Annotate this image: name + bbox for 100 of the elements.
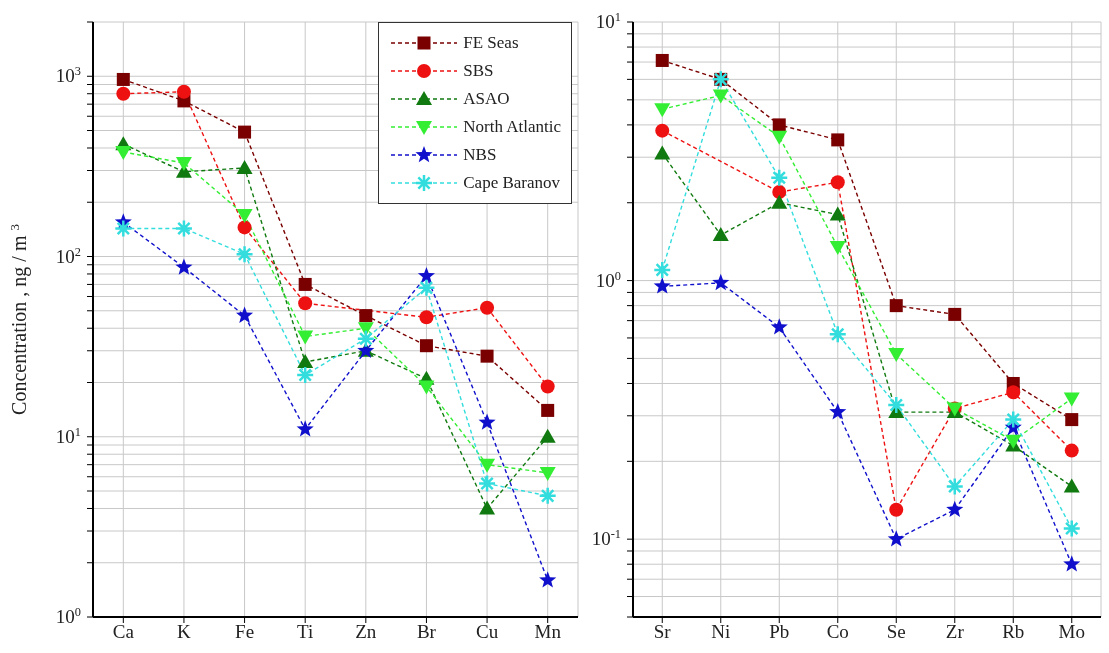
point: [831, 133, 845, 147]
point: [712, 227, 729, 242]
point: [115, 146, 132, 160]
point: [235, 244, 254, 264]
point: [418, 380, 435, 395]
point: [1004, 410, 1023, 429]
point: [654, 145, 671, 160]
x-tick-label: Cu: [475, 621, 499, 643]
point: [238, 125, 252, 139]
point: [541, 403, 555, 417]
x-tick-label: Mo: [1058, 621, 1085, 643]
point: [417, 278, 436, 298]
point: [829, 240, 846, 255]
x-tick-label: Fe: [235, 621, 255, 643]
legend-label: ASAO: [463, 89, 510, 108]
point: [887, 395, 906, 415]
point: [712, 89, 729, 104]
point: [828, 325, 847, 344]
y-tick-label: 10$^{1}$: [595, 10, 621, 32]
x-tick-label: K: [177, 621, 192, 643]
point: [237, 220, 252, 235]
point: [889, 299, 903, 313]
point: [655, 123, 670, 138]
point: [946, 500, 964, 517]
point: [889, 502, 904, 517]
point: [945, 477, 964, 496]
point: [236, 159, 253, 174]
point: [477, 474, 497, 493]
point: [1064, 443, 1079, 458]
point: [830, 175, 845, 190]
x-tick-label: Zn: [355, 621, 377, 643]
point: [829, 403, 847, 420]
point: [772, 118, 786, 132]
x-tick-label: Co: [826, 621, 849, 643]
point: [114, 219, 133, 238]
point: [116, 72, 130, 86]
point: [654, 103, 671, 118]
point: [417, 266, 435, 284]
point: [540, 379, 555, 394]
x-tick-label: Zr: [945, 621, 965, 643]
point: [539, 428, 556, 443]
y-tick-label: 10$^{3}$: [55, 64, 81, 87]
legend-label: Cape Baranov: [463, 173, 561, 192]
x-tick-label: Se: [886, 621, 906, 643]
x-tick-label: Ti: [297, 621, 314, 643]
point: [298, 296, 313, 311]
x-tick-label: Pb: [769, 621, 790, 643]
legend-label: NBS: [463, 145, 497, 164]
point: [357, 322, 374, 337]
point: [653, 260, 672, 280]
point: [1063, 555, 1081, 572]
point: [236, 208, 253, 223]
point: [1063, 478, 1080, 493]
y-tick-label: 10$^{0}$: [595, 268, 621, 291]
legend-label: North Atlantic: [463, 117, 561, 136]
point: [419, 339, 433, 353]
point: [175, 258, 193, 275]
point: [1006, 385, 1021, 400]
point: [829, 206, 846, 221]
point: [116, 86, 131, 101]
y-tick-label: 10$^{0}$: [55, 605, 81, 627]
point: [356, 329, 376, 348]
y-tick-label: 10$^{-1}$: [591, 527, 621, 550]
point: [419, 310, 434, 325]
point: [653, 277, 671, 294]
x-tick-label: Br: [416, 621, 437, 643]
point: [538, 486, 557, 506]
point: [236, 306, 254, 323]
point: [479, 458, 496, 473]
point: [480, 349, 494, 363]
point: [771, 194, 788, 209]
x-tick-label: Ca: [112, 621, 135, 643]
point: [298, 277, 312, 291]
point: [539, 571, 557, 588]
point: [297, 330, 314, 345]
legend-label: FE Seas: [463, 33, 519, 52]
x-tick-label: Ni: [711, 621, 731, 643]
point: [480, 300, 495, 315]
point: [1065, 413, 1079, 427]
x-tick-label: Rb: [1002, 621, 1025, 643]
point: [539, 466, 556, 481]
point: [479, 500, 496, 515]
point: [1062, 519, 1081, 538]
point: [1063, 392, 1080, 407]
point: [655, 53, 669, 67]
y-tick-label: 10$^{1}$: [55, 424, 81, 447]
point: [176, 84, 191, 99]
point: [295, 365, 315, 385]
point: [297, 353, 314, 368]
point: [174, 219, 194, 238]
point: [296, 420, 314, 437]
y-tick-label: 10$^{2}$: [55, 244, 81, 267]
point: [888, 348, 905, 363]
point: [478, 413, 496, 430]
point: [359, 309, 373, 323]
point: [887, 530, 905, 547]
point: [772, 185, 787, 200]
legend-label: SBS: [463, 61, 494, 80]
point: [771, 130, 788, 145]
point: [948, 307, 962, 321]
